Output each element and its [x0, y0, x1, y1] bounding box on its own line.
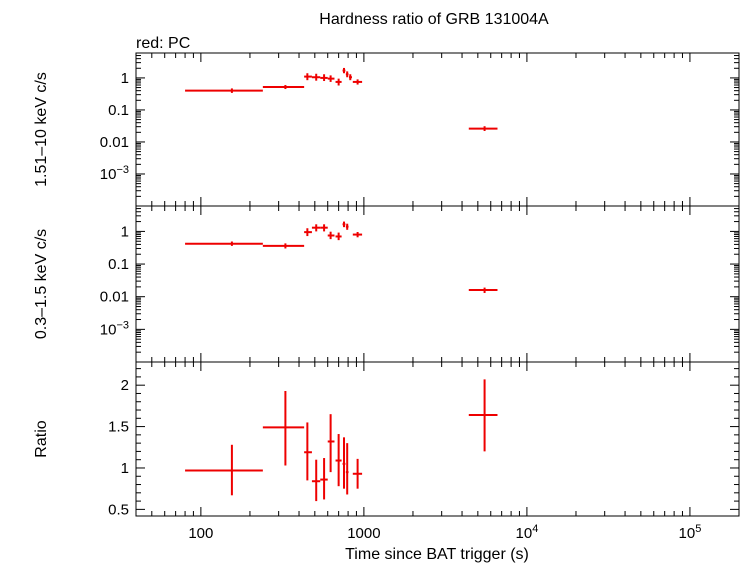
data-point — [335, 232, 342, 241]
data-point — [304, 422, 312, 481]
legend-note: red: PC — [136, 35, 190, 52]
y-tick-label-base: 10 — [100, 321, 117, 338]
data-point — [342, 437, 346, 489]
data-point — [342, 67, 346, 74]
data-point — [320, 224, 328, 232]
data-point — [352, 79, 363, 85]
chart-title: Hardness ratio of GRB 131004A — [319, 11, 549, 28]
data-point — [468, 379, 498, 452]
x-tick-label-exponent: 5 — [695, 523, 701, 535]
y-tick-label: 0.5 — [108, 501, 129, 518]
x-tick-label-base: 10 — [679, 525, 696, 542]
x-tick-label: 100 — [188, 525, 213, 542]
data-point — [320, 74, 328, 82]
data-point — [304, 73, 312, 81]
y-tick-label-base: 10 — [100, 166, 117, 183]
data-point — [468, 126, 498, 131]
y-axis-title-top: 1.51–10 keV c/s — [33, 72, 50, 187]
data-point — [335, 78, 342, 86]
data-point — [320, 458, 328, 500]
data-point — [345, 71, 349, 78]
data-point — [468, 287, 498, 293]
x-tick-label-base: 10 — [516, 525, 533, 542]
data-point — [345, 443, 349, 495]
panel-middle: 1 0.1 0.01 10−3 0.3–1.5 keV c/s — [33, 205, 740, 363]
y-tick-label: 10−3 — [100, 319, 129, 338]
data-point — [352, 231, 363, 238]
y-axis-title-bottom: Ratio — [33, 420, 50, 457]
y-tick-label: 0.01 — [100, 289, 129, 306]
y-tick-label: 2 — [121, 377, 129, 394]
data-point — [327, 75, 335, 82]
y-tick-label-exponent: −3 — [116, 319, 129, 331]
data-point — [352, 458, 363, 489]
data-point — [185, 241, 263, 246]
data-point — [311, 73, 321, 81]
panel-bottom: 0.5 1 1.5 2 Ratio — [33, 361, 740, 518]
data-point — [335, 434, 342, 487]
data-point — [327, 414, 335, 473]
data-point — [185, 444, 263, 496]
x-tick-label: 104 — [516, 523, 539, 542]
data-point — [262, 390, 305, 466]
y-tick-label: 0.1 — [108, 256, 129, 273]
x-tick-label: 105 — [679, 523, 702, 542]
y-axis-title-middle: 0.3–1.5 keV c/s — [33, 229, 50, 339]
y-tick-label-exponent: −3 — [116, 164, 129, 176]
data-point — [304, 228, 312, 237]
data-point — [185, 88, 263, 93]
data-point — [262, 85, 305, 90]
data-point — [311, 224, 321, 232]
data-point — [348, 74, 352, 81]
y-tick-label: 0.1 — [108, 102, 129, 119]
data-point — [327, 231, 335, 240]
x-tick-label: 1000 — [347, 525, 380, 542]
y-tick-label: 10−3 — [100, 164, 129, 183]
y-tick-label: 1 — [121, 223, 129, 240]
y-tick-label: 1.5 — [108, 419, 129, 436]
y-tick-label: 1 — [121, 70, 129, 87]
data-point — [345, 223, 349, 230]
y-tick-label: 0.01 — [100, 134, 129, 151]
panel-frame — [135, 361, 740, 517]
x-tick-label-exponent: 4 — [532, 523, 538, 535]
data-point — [311, 459, 321, 502]
data-point — [262, 243, 305, 249]
y-tick-label: 1 — [121, 460, 129, 477]
x-axis-title: Time since BAT trigger (s) — [345, 546, 529, 563]
data-point — [342, 221, 346, 228]
panel-top: 1 0.1 0.01 10−3 1.51–10 keV c/s — [33, 52, 740, 207]
